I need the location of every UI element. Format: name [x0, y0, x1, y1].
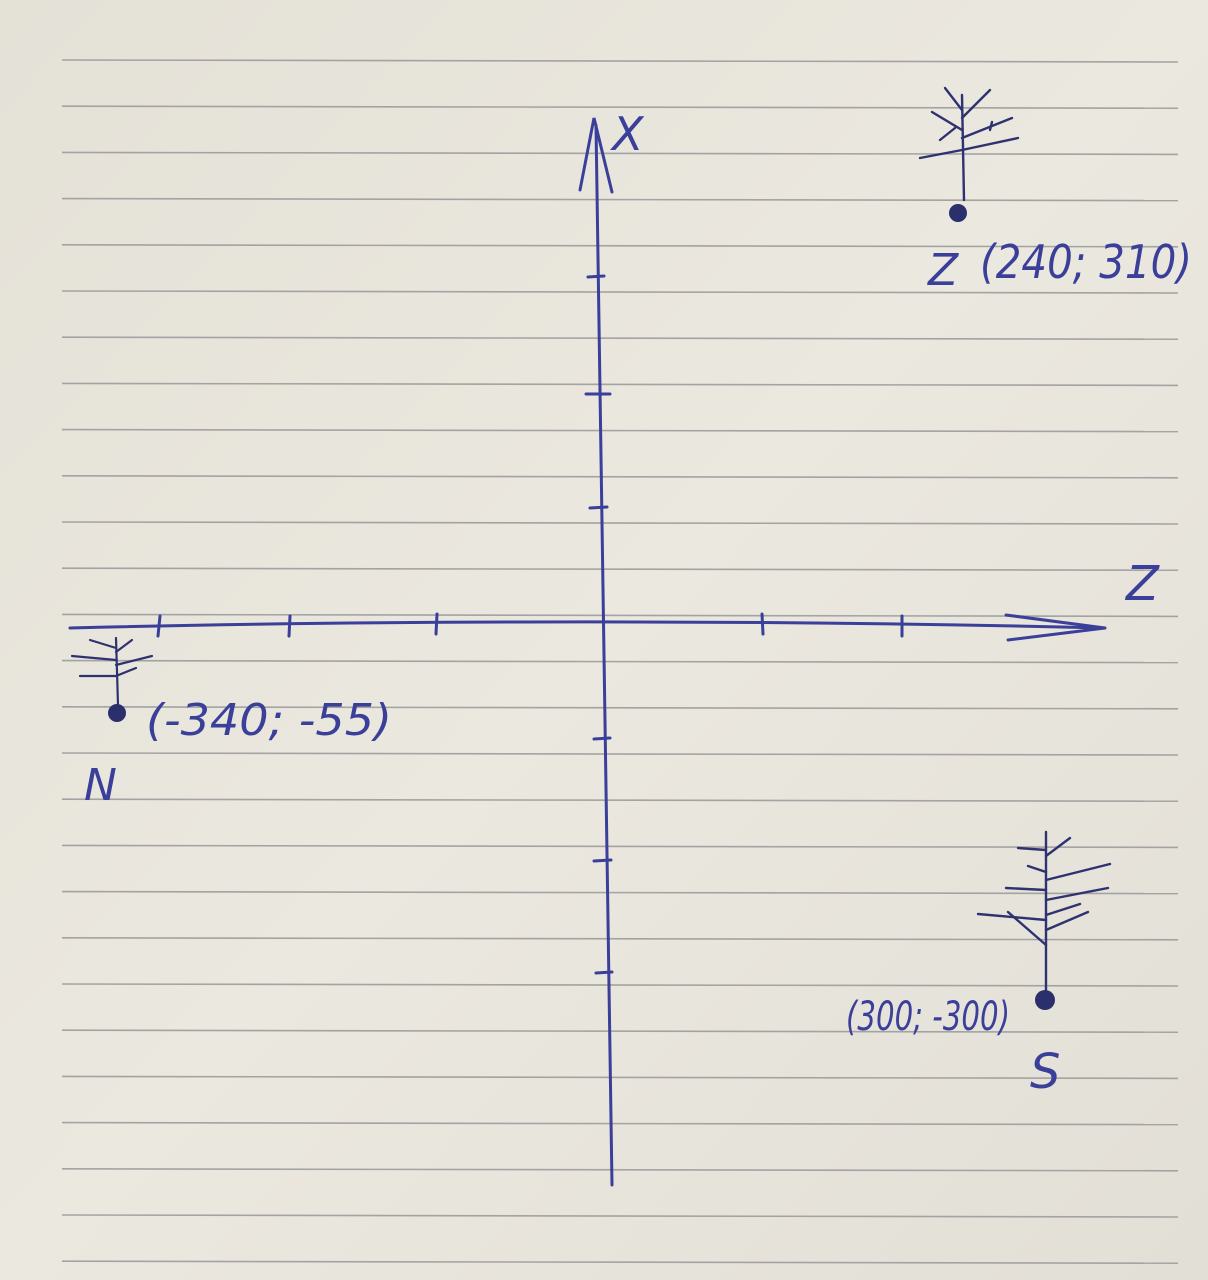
- ruled-line: [61, 1260, 1179, 1264]
- ruled-line: [61, 844, 1179, 849]
- tree-icon: [918, 86, 1020, 202]
- horizontal-axis-tick: [760, 612, 765, 636]
- point-z-marker: [949, 204, 967, 222]
- point-z-label: Z: [927, 245, 959, 296]
- point-markers: [108, 204, 1055, 1010]
- point-z-coordinates: (240; 310): [980, 235, 1192, 289]
- ruled-line: [61, 428, 1179, 433]
- vertical-axis-tick: [592, 858, 613, 863]
- point-n-marker: [108, 704, 126, 722]
- ruled-lines: [61, 59, 1179, 1264]
- vertical-axis-tick: [594, 970, 614, 975]
- horizontal-axis-tick: [287, 614, 292, 638]
- point-s-label: S: [1030, 1044, 1060, 1100]
- ruled-line: [61, 1075, 1179, 1080]
- ruled-line: [61, 197, 1179, 202]
- tree-icon: [976, 830, 1112, 992]
- ruled-line: [61, 59, 1179, 63]
- ruled-line: [61, 1168, 1179, 1172]
- ruled-line: [61, 567, 1179, 572]
- point-n-coordinates: (-340; -55): [146, 695, 392, 746]
- horizontal-axis-label: Z: [1124, 556, 1160, 612]
- vertical-axis-tick: [586, 274, 606, 279]
- ruled-line: [61, 983, 1179, 987]
- vertical-axis-tick: [588, 505, 609, 510]
- vertical-axis-arrow: [578, 117, 614, 194]
- horizontal-axis-tick: [156, 614, 162, 638]
- point-s-marker: [1035, 990, 1055, 1010]
- ruled-line: [61, 936, 1179, 941]
- point-n-label: N: [84, 760, 117, 811]
- ruled-line: [61, 1214, 1179, 1218]
- ruled-line: [61, 521, 1179, 525]
- point-s-coordinates: (300; -300): [846, 994, 1010, 1040]
- horizontal-axis-line: [68, 620, 1107, 630]
- horizontal-axis-arrow: [1004, 613, 1106, 642]
- ruled-line: [61, 474, 1179, 479]
- horizontal-axis-tick: [434, 612, 439, 636]
- ruled-line: [61, 336, 1179, 341]
- ruled-line: [61, 890, 1179, 895]
- ruled-line: [61, 705, 1179, 710]
- ruled-line: [61, 382, 1179, 387]
- ruled-line: [61, 613, 1179, 618]
- ruled-line: [61, 752, 1179, 756]
- ruled-line: [61, 1121, 1179, 1126]
- vertical-axis-label: X: [610, 107, 645, 161]
- ruled-line: [61, 151, 1179, 156]
- ruled-line: [61, 798, 1179, 803]
- ruled-line: [61, 244, 1179, 248]
- tree-icon: [70, 636, 154, 707]
- ruled-line: [61, 105, 1179, 109]
- ruled-line: [61, 290, 1179, 294]
- ruled-line: [61, 659, 1179, 664]
- ruled-line: [61, 1029, 1179, 1033]
- vertical-axis-tick: [592, 736, 612, 741]
